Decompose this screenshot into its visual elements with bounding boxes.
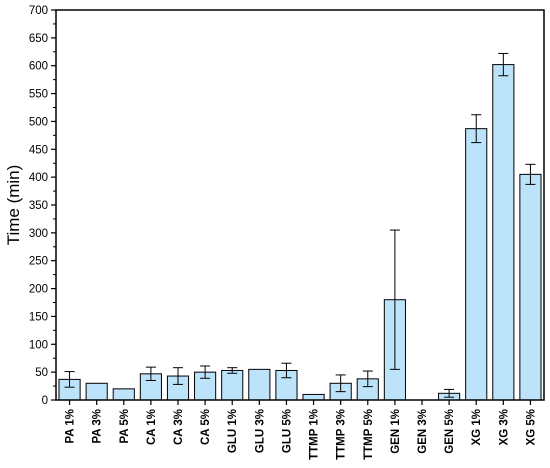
error-bar — [389, 229, 400, 370]
y-tick-label: 600 — [29, 61, 48, 73]
y-tick-label: 150 — [29, 311, 48, 323]
x-tick-label: PA 5% — [119, 409, 131, 444]
bar — [465, 128, 488, 401]
x-tick-label: XG 5% — [525, 409, 537, 445]
error-bars-group — [64, 52, 536, 398]
error-bar — [498, 52, 509, 77]
y-tick-label: 500 — [29, 116, 48, 128]
x-tick-label: GEN 3% — [417, 409, 429, 454]
error-bar — [281, 362, 292, 379]
error-bar — [145, 366, 156, 381]
error-bar — [525, 163, 536, 185]
y-tick-label: 200 — [29, 284, 48, 296]
x-tick-label: CA 5% — [200, 409, 212, 445]
x-tick-label: TTMP 3% — [336, 409, 348, 460]
error-bar — [362, 370, 373, 388]
error-bar — [200, 365, 211, 379]
x-tick-label: GEN 5% — [444, 409, 456, 454]
y-axis: 0 50 100 150 200 250 300 350 400 450 500 550 600 650 7… — [29, 5, 56, 407]
error-bar — [64, 371, 75, 388]
x-tick-label: CA 1% — [146, 409, 158, 445]
y-tick-label: 400 — [29, 172, 48, 184]
x-axis: PA 1% PA 3% PA 5% CA 1% CA 3% CA 5% GLU 1% GLU … — [65, 400, 537, 460]
y-tick-label: 700 — [29, 5, 48, 17]
x-tick-label: PA 3% — [92, 409, 104, 444]
x-tick-label: CA 3% — [173, 409, 185, 445]
bar — [85, 382, 108, 401]
x-tick-label: PA 1% — [65, 409, 77, 444]
y-tick-label: 450 — [29, 144, 48, 156]
x-tick-label: TTMP 5% — [363, 409, 375, 460]
x-tick-label: XG 1% — [471, 409, 483, 445]
bar — [519, 173, 542, 401]
bar — [302, 393, 325, 401]
y-tick-label: 0 — [42, 395, 48, 407]
bars-group — [58, 64, 542, 401]
bar — [248, 368, 271, 401]
x-tick-label: GEN 1% — [390, 409, 402, 454]
y-tick-label: 650 — [29, 33, 48, 45]
y-tick-label: 250 — [29, 256, 48, 268]
error-bar — [444, 388, 455, 398]
error-bar — [335, 374, 346, 393]
x-tick-label: GLU 3% — [254, 409, 266, 453]
x-tick-label: TTMP 1% — [309, 409, 321, 460]
bar — [112, 388, 135, 401]
x-tick-label: GLU 5% — [281, 409, 293, 453]
error-bar — [173, 367, 183, 385]
y-tick-label: 100 — [29, 339, 48, 351]
y-axis-title: Time (min) — [4, 165, 23, 246]
error-bar — [471, 114, 482, 144]
x-tick-label: XG 3% — [498, 409, 510, 445]
error-bar — [227, 367, 238, 374]
y-tick-label: 50 — [35, 367, 48, 379]
bar — [492, 64, 515, 401]
y-tick-label: 350 — [29, 200, 48, 212]
x-tick-label: GLU 1% — [227, 409, 239, 453]
y-tick-label: 550 — [29, 89, 48, 101]
bar — [221, 369, 244, 401]
y-tick-label: 300 — [29, 228, 48, 240]
